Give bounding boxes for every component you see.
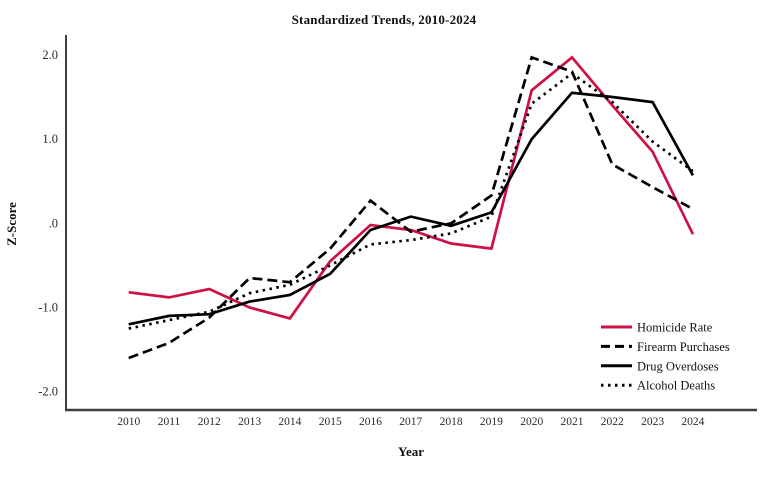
- x-tick-label: 2019: [480, 416, 503, 428]
- series-line-drug-overdoses: [128, 91, 695, 326]
- x-tick-label: 2018: [440, 416, 463, 428]
- chart-title: Standardized Trends, 2010-2024: [291, 12, 477, 27]
- x-tick-label: 2014: [278, 416, 301, 428]
- x-tick-label: 2021: [561, 416, 584, 428]
- y-tick-label: 2.0: [42, 48, 58, 62]
- series-line-firearm-purchases: [128, 55, 694, 360]
- x-tick-label: 2024: [681, 416, 704, 428]
- x-tick-label: 2023: [641, 416, 664, 428]
- x-tick-label: 2010: [117, 416, 140, 428]
- x-tick-label: 2020: [520, 416, 543, 428]
- legend-label-homicide-rate: Homicide Rate: [637, 321, 713, 335]
- x-tick-label: 2013: [238, 416, 261, 428]
- x-tick-label: 2016: [359, 416, 382, 428]
- y-tick-label: .0: [49, 216, 58, 230]
- x-tick-label: 2022: [601, 416, 624, 428]
- y-tick-label: 1.0: [42, 132, 58, 146]
- x-tick-label: 2017: [399, 416, 422, 428]
- x-tick-label: 2011: [158, 416, 181, 428]
- legend-label-drug-overdoses: Drug Overdoses: [637, 359, 719, 373]
- y-tick-label: -1.0: [38, 301, 58, 315]
- legend-label-alcohol-deaths: Alcohol Deaths: [637, 379, 715, 393]
- x-tick-label: 2015: [319, 416, 342, 428]
- legend-label-firearm-purchases: Firearm Purchases: [637, 340, 730, 354]
- x-tick-label: 2012: [198, 416, 221, 428]
- x-axis-title: Year: [398, 444, 424, 459]
- y-tick-label: -2.0: [38, 385, 58, 399]
